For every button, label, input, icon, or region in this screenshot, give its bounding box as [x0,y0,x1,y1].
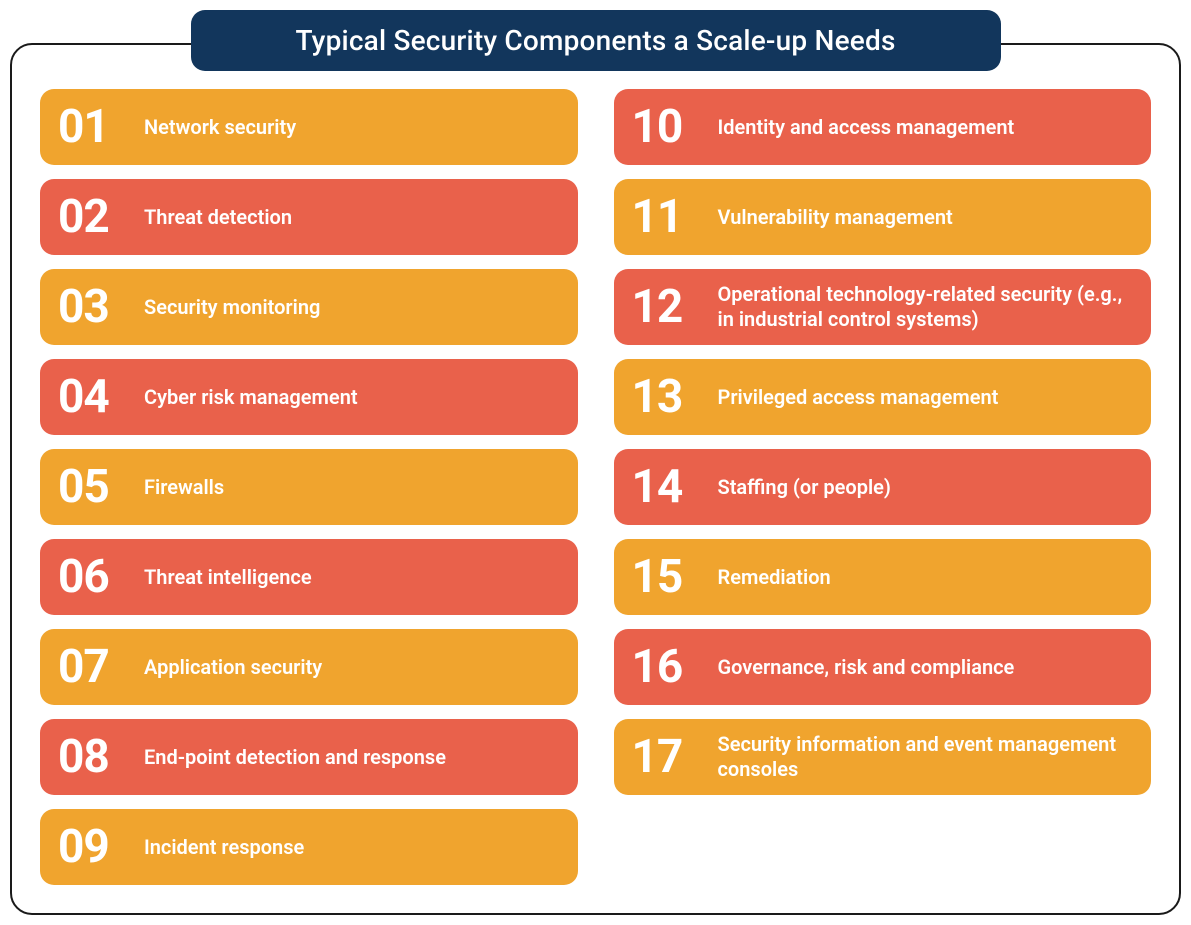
list-item: 09Incident response [40,809,578,885]
item-number: 02 [58,194,144,240]
list-item: 04Cyber risk management [40,359,578,435]
item-label: Threat intelligence [144,565,312,590]
item-number: 15 [632,554,718,600]
item-number: 17 [632,734,718,780]
list-item: 17Security information and event managem… [614,719,1152,795]
list-item: 07Application security [40,629,578,705]
item-label: Threat detection [144,205,292,230]
list-item: 01Network security [40,89,578,165]
item-number: 12 [632,284,718,330]
item-number: 14 [632,464,718,510]
item-number: 01 [58,104,144,150]
page-title: Typical Security Components a Scale-up N… [295,24,895,57]
list-item: 13Privileged access management [614,359,1152,435]
item-label: Identity and access management [718,115,1015,140]
item-number: 05 [58,464,144,510]
item-label: Privileged access management [718,385,999,410]
item-number: 09 [58,824,144,870]
list-item: 16Governance, risk and compliance [614,629,1152,705]
item-number: 13 [632,374,718,420]
list-item: 05Firewalls [40,449,578,525]
list-item: 03Security monitoring [40,269,578,345]
column-right: 10Identity and access management 11Vulner… [614,89,1152,885]
item-label: Operational technology-related security … [718,282,1130,332]
title-pill: Typical Security Components a Scale-up N… [191,10,1001,71]
item-label: Network security [144,115,296,140]
item-label: Incident response [144,835,304,860]
item-label: Security information and event managemen… [718,732,1130,782]
item-label: Staffing (or people) [718,475,891,500]
item-label: Cyber risk management [144,385,358,410]
item-label: Security monitoring [144,295,320,320]
item-number: 06 [58,554,144,600]
list-item: 14Staffing (or people) [614,449,1152,525]
list-item: 06Threat intelligence [40,539,578,615]
item-label: Application security [144,655,322,680]
column-left: 01Network security 02Threat detection 03Se… [40,89,578,885]
list-item: 11Vulnerability management [614,179,1152,255]
item-label: Remediation [718,565,831,590]
item-number: 11 [632,194,718,240]
items-panel: 01Network security02Threat detection03Se… [10,43,1181,915]
item-number: 16 [632,644,718,690]
list-item: 10Identity and access management [614,89,1152,165]
columns-container: 01Network security02Threat detection03Se… [40,89,1151,885]
item-label: Vulnerability management [718,205,953,230]
item-label: Governance, risk and compliance [718,655,1015,680]
infographic-root: Typical Security Components a Scale-up N… [10,10,1181,915]
item-number: 03 [58,284,144,330]
list-item: 12Operational technology-related securit… [614,269,1152,345]
list-item: 02Threat detection [40,179,578,255]
item-number: 04 [58,374,144,420]
list-item: 08End-point detection and response [40,719,578,795]
item-number: 10 [632,104,718,150]
item-label: End-point detection and response [144,745,446,770]
item-number: 07 [58,644,144,690]
item-number: 08 [58,734,144,780]
list-item: 15Remediation [614,539,1152,615]
item-label: Firewalls [144,475,224,500]
